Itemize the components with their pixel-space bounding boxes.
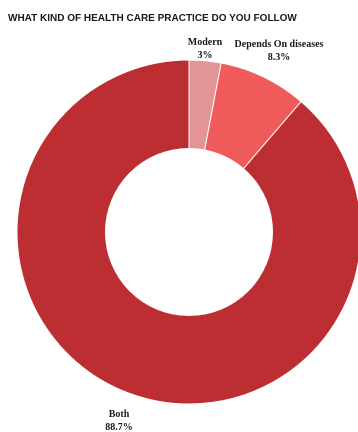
slice-category-label: Depends On diseases bbox=[235, 39, 324, 50]
labels-group: Modern 3% Depends On diseases 8.3% Both 88.7% bbox=[105, 37, 323, 432]
slice-category-label: Modern bbox=[188, 37, 223, 48]
slice-value-label: 3% bbox=[198, 50, 213, 61]
chart-title: WHAT KIND OF HEALTH CARE PRACTICE DO YOU… bbox=[8, 13, 297, 24]
slice-category-label: Both bbox=[109, 409, 130, 420]
slice-value-label: 88.7% bbox=[105, 422, 133, 432]
donut-hole bbox=[105, 148, 273, 316]
slice-value-label: 8.3% bbox=[268, 52, 291, 63]
